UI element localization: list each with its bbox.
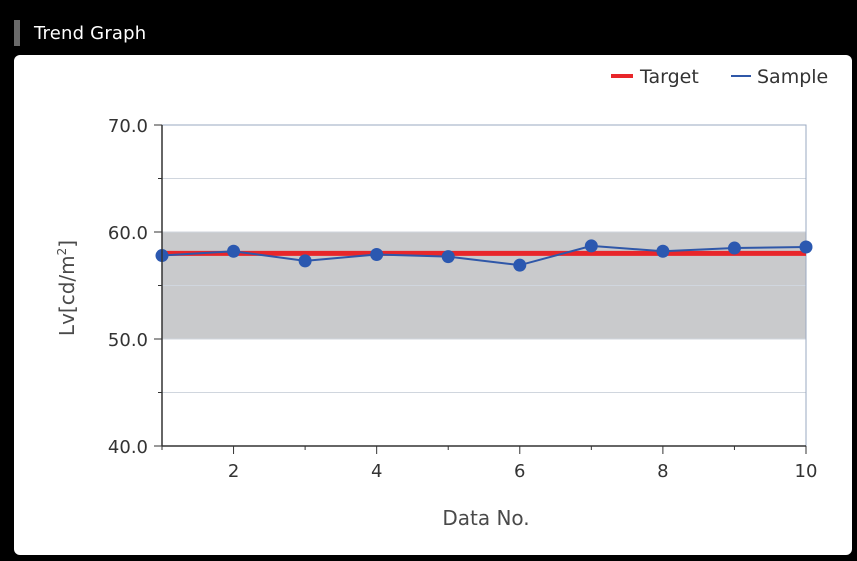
x-tick-label: 10 xyxy=(795,461,818,482)
sample-point xyxy=(799,240,813,254)
sample-point xyxy=(513,258,527,272)
grid-layer xyxy=(161,124,807,447)
series-layer xyxy=(155,239,813,272)
chart-panel: 40.0 50.0 60.0 70.0 2 4 6 8 10 Target Sample Dat… xyxy=(14,55,852,555)
legend-target-label: Target xyxy=(639,66,699,88)
y-tick-label: 50.0 xyxy=(108,330,148,351)
y-axis-label-base: Lv[cd/m xyxy=(55,255,79,336)
x-tick-label: 6 xyxy=(514,461,525,482)
title-marker xyxy=(14,20,20,46)
sample-point xyxy=(656,244,670,258)
legend: Target Sample xyxy=(611,66,828,88)
y-axis-label: Lv[cd/m2] xyxy=(55,240,79,336)
sample-point xyxy=(441,250,455,264)
y-axis-label-sup: 2 xyxy=(55,248,69,256)
legend-sample-label: Sample xyxy=(757,66,828,88)
series-sample-line xyxy=(161,244,807,267)
y-tick-label: 40.0 xyxy=(108,437,148,458)
y-tick-label: 60.0 xyxy=(108,223,148,244)
x-tick-label: 4 xyxy=(371,461,382,482)
x-tick-label: 8 xyxy=(657,461,668,482)
x-tick-label: 2 xyxy=(228,461,239,482)
trend-chart: 40.0 50.0 60.0 70.0 2 4 6 8 10 Target Sample Dat… xyxy=(55,66,828,530)
title-bar: Trend Graph xyxy=(14,16,844,50)
sample-point xyxy=(227,244,241,258)
y-tick-label: 70.0 xyxy=(108,116,148,137)
sample-point xyxy=(727,241,741,255)
sample-point xyxy=(584,239,598,253)
axis-layer: 40.0 50.0 60.0 70.0 2 4 6 8 10 xyxy=(108,116,818,482)
x-axis-label: Data No. xyxy=(442,506,529,530)
sample-point xyxy=(370,247,384,261)
y-axis-label-close: ] xyxy=(55,240,79,248)
window-title: Trend Graph xyxy=(34,22,147,44)
sample-point xyxy=(298,254,312,268)
